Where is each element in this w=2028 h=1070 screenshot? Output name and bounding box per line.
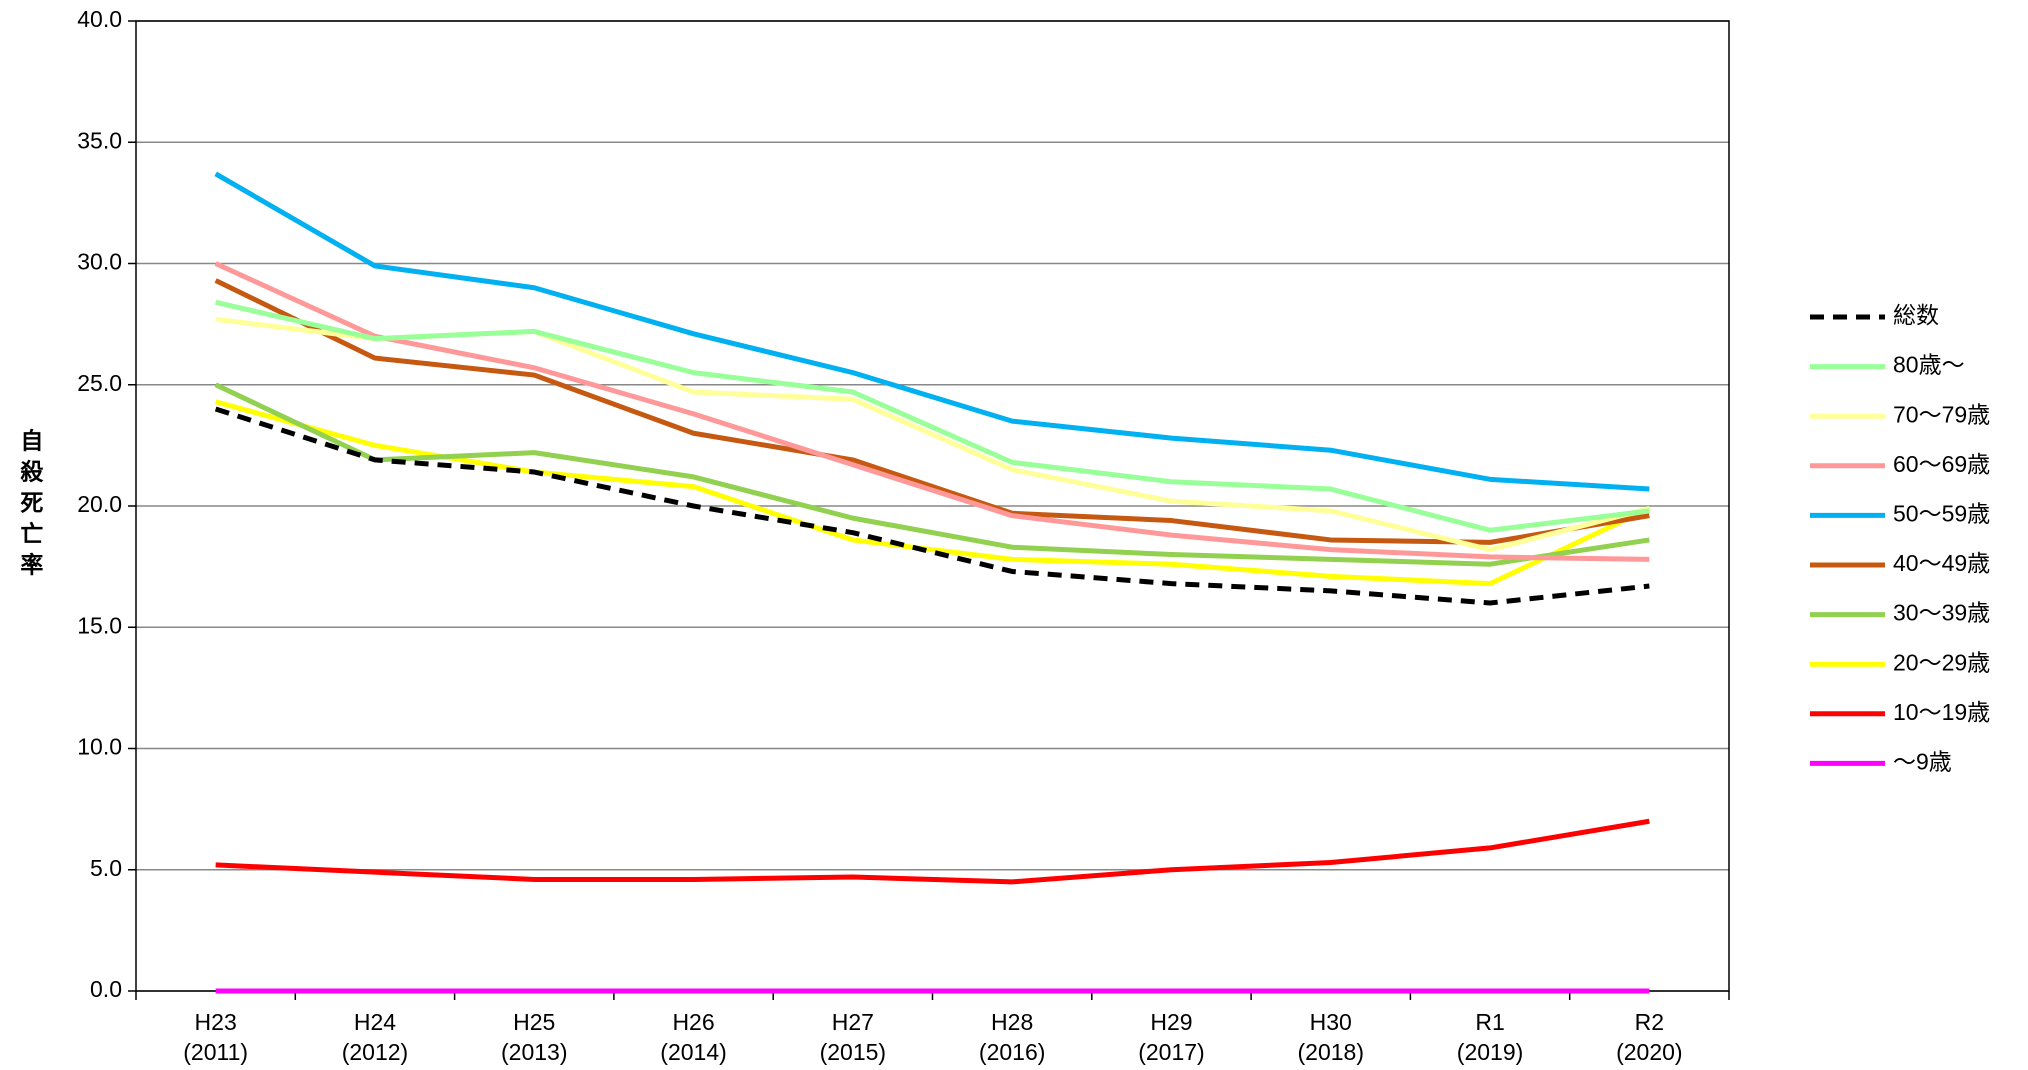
y-tick-label: 40.0	[77, 6, 122, 32]
y-tick-label: 10.0	[77, 734, 122, 760]
x-tick-label: R1	[1475, 1009, 1504, 1035]
legend-label: 20～29歳	[1893, 649, 1990, 675]
x-tick-label: H29	[1150, 1009, 1192, 1035]
series-line	[214, 278, 1650, 545]
series-line	[215, 299, 1650, 533]
x-tick-label: (2017)	[1138, 1039, 1204, 1065]
x-tick-label: (2016)	[979, 1039, 1045, 1065]
y-tick-label: 15.0	[77, 612, 122, 638]
x-tick-label: (2015)	[820, 1039, 886, 1065]
x-tick-label: R2	[1635, 1009, 1664, 1035]
legend-label: 70～79歳	[1893, 401, 1990, 427]
legend-label: ～9歳	[1893, 748, 1952, 774]
x-tick-label: H27	[832, 1009, 874, 1035]
x-tick-label: H30	[1310, 1009, 1352, 1035]
series-line	[214, 261, 1650, 562]
x-tick-label: (2011)	[183, 1039, 248, 1065]
x-tick-label: (2020)	[1616, 1039, 1682, 1065]
legend-label: 50～59歳	[1893, 500, 1990, 526]
x-tick-label: H25	[513, 1009, 555, 1035]
x-tick-label: H28	[991, 1009, 1033, 1035]
legend-label: 80歳～	[1893, 352, 1965, 378]
x-tick-label: H23	[195, 1009, 237, 1035]
legend-label: 総数	[1893, 302, 1939, 328]
series-line	[214, 382, 1650, 567]
x-tick-label: H24	[354, 1009, 396, 1035]
x-tick-label: (2018)	[1298, 1039, 1364, 1065]
x-tick-label: (2012)	[342, 1039, 408, 1065]
series-line	[215, 818, 1650, 885]
x-tick-label: (2013)	[501, 1039, 567, 1065]
y-tick-label: 35.0	[77, 127, 122, 153]
y-tick-label: 0.0	[90, 976, 122, 1002]
series-line	[214, 171, 1650, 492]
y-tick-label: 25.0	[77, 370, 122, 396]
y-tick-label: 30.0	[77, 249, 122, 275]
legend-label: 40～49歳	[1893, 550, 1990, 576]
y-axis-label: 自殺死亡率	[17, 428, 44, 584]
x-tick-label: (2014)	[660, 1039, 726, 1065]
y-tick-label: 20.0	[77, 491, 122, 517]
legend-label: 60～69歳	[1893, 451, 1990, 477]
legend-label: 30～39歳	[1893, 600, 1990, 626]
x-tick-label: H26	[672, 1009, 714, 1035]
legend-label: 10～19歳	[1893, 699, 1990, 725]
y-tick-label: 5.0	[90, 855, 122, 881]
x-tick-label: (2019)	[1457, 1039, 1523, 1065]
